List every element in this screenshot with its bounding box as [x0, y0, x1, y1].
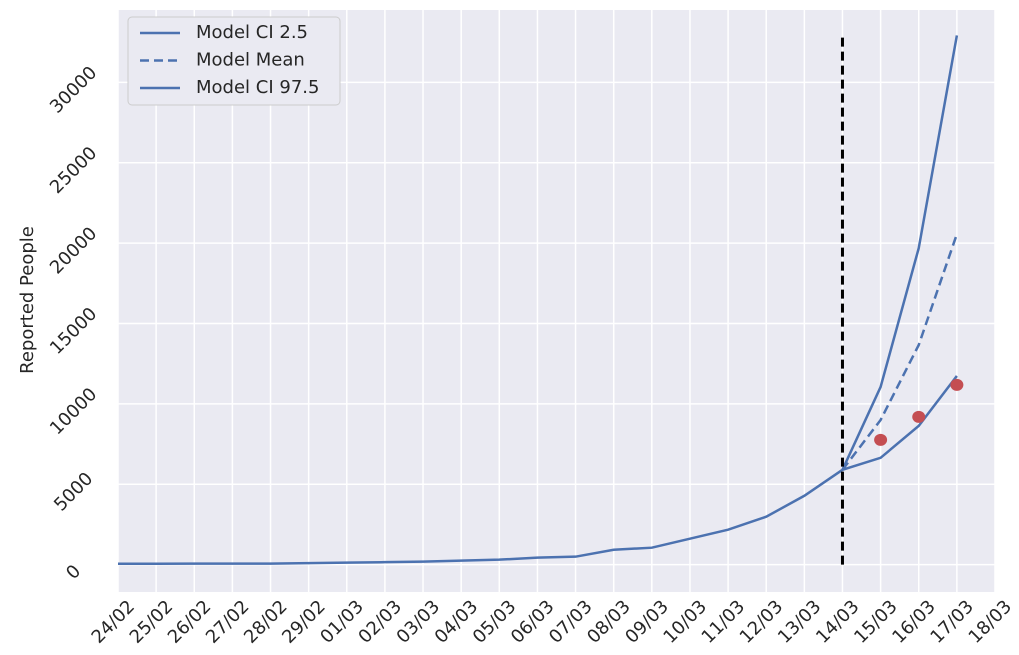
x-tick-label: 17/03 — [926, 596, 978, 648]
x-tick-label: 13/03 — [774, 596, 826, 648]
series-line — [841, 233, 959, 471]
x-tick-label: 28/02 — [240, 596, 292, 648]
data-point — [874, 433, 888, 446]
data-point — [950, 378, 964, 391]
marks — [118, 35, 964, 565]
x-tick-label: 03/03 — [393, 596, 445, 648]
legend-label: Model Mean — [196, 50, 305, 71]
x-tick-label: 26/02 — [164, 596, 216, 648]
x-tick-label: 25/02 — [126, 596, 178, 648]
series-line — [118, 375, 958, 565]
x-tick-label: 12/03 — [736, 596, 788, 648]
y-tick-label: 15000 — [46, 303, 101, 358]
y-axis-label: Reported People — [17, 226, 38, 374]
x-tick-label: 24/02 — [88, 596, 140, 648]
x-tick-label: 29/02 — [278, 596, 330, 648]
x-tick-label: 06/03 — [507, 596, 559, 648]
y-tick-label: 30000 — [46, 62, 101, 117]
x-tick-label: 27/02 — [202, 596, 254, 648]
data-point — [912, 410, 926, 423]
x-tick-label: 05/03 — [469, 596, 521, 648]
x-tick-label: 07/03 — [545, 596, 597, 648]
plot-area — [118, 10, 995, 592]
y-tick-label: 20000 — [46, 223, 101, 278]
x-tick-label: 08/03 — [583, 596, 635, 648]
legend-label: Model CI 97.5 — [196, 77, 319, 98]
x-tick-label: 15/03 — [850, 596, 902, 648]
legend-label: Model CI 2.5 — [196, 22, 308, 43]
x-tick-label: 14/03 — [812, 596, 864, 648]
y-tick-label: 10000 — [46, 384, 101, 439]
x-tick-label: 10/03 — [659, 596, 711, 648]
x-tick-label: 01/03 — [316, 596, 368, 648]
y-tick-label: 0 — [62, 561, 85, 584]
legend-box — [127, 16, 341, 106]
y-tick-label: 25000 — [46, 143, 101, 198]
x-tick-label: 09/03 — [621, 596, 673, 648]
legend: Model CI 2.5 Model Mean Model CI 97.5 — [127, 16, 341, 106]
x-tick-label: 18/03 — [965, 596, 1017, 648]
x-tick-label: 11/03 — [698, 596, 750, 648]
x-tick-label: 04/03 — [431, 596, 483, 648]
series-line — [841, 35, 959, 471]
x-tick-label: 16/03 — [888, 596, 940, 648]
x-tick-label: 02/03 — [354, 596, 406, 648]
y-tick-label: 5000 — [50, 468, 97, 515]
